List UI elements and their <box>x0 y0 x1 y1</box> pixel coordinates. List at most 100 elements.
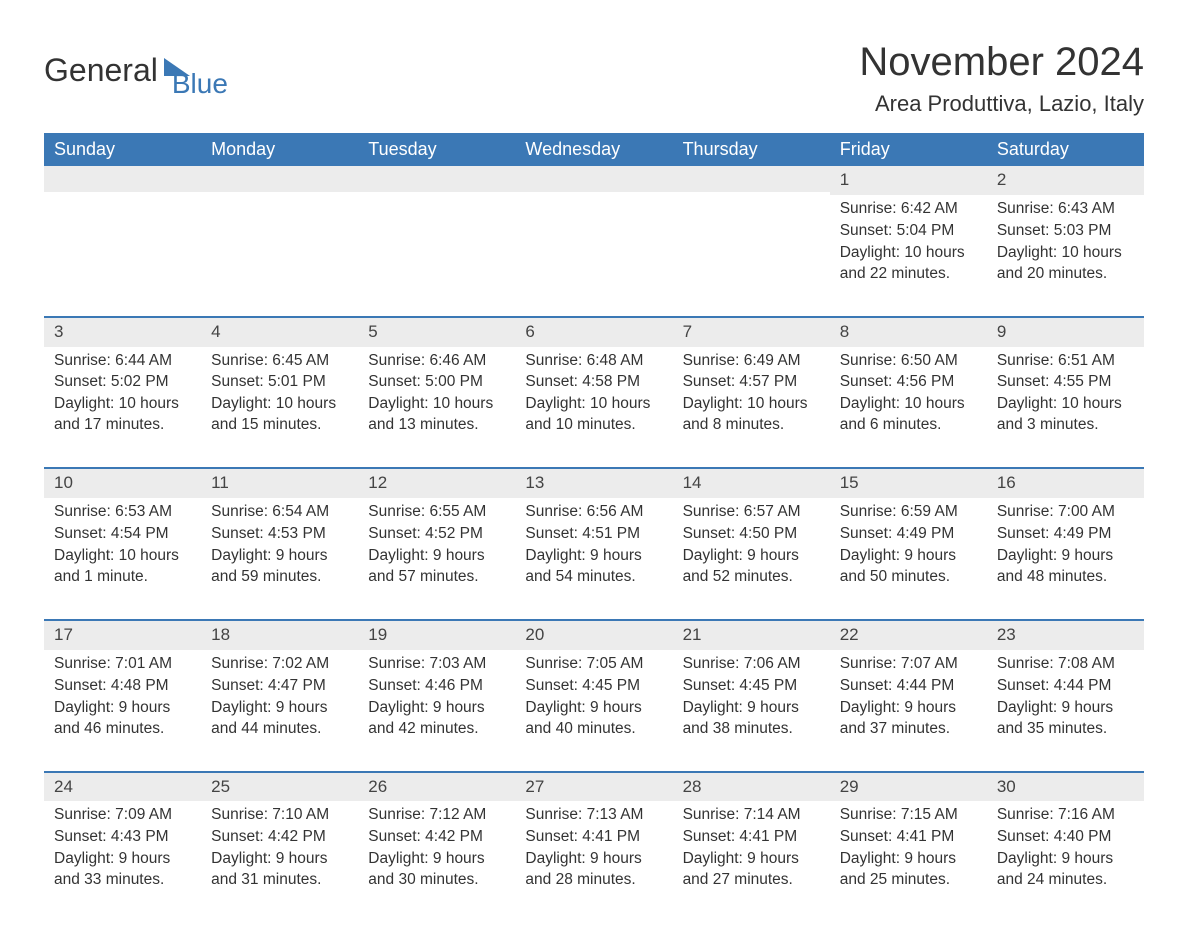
daylight-line: Daylight: 9 hours and 46 minutes. <box>54 698 191 740</box>
day-number: 4 <box>201 318 358 347</box>
day-cell: 13Sunrise: 6:56 AMSunset: 4:51 PMDayligh… <box>515 469 672 595</box>
day-number: 13 <box>515 469 672 498</box>
location-subtitle: Area Produttiva, Lazio, Italy <box>859 91 1144 117</box>
weeks-container: 1Sunrise: 6:42 AMSunset: 5:04 PMDaylight… <box>44 166 1144 898</box>
week-row: 17Sunrise: 7:01 AMSunset: 4:48 PMDayligh… <box>44 619 1144 747</box>
sunrise-line: Sunrise: 6:54 AM <box>211 502 348 523</box>
sunset-line: Sunset: 4:47 PM <box>211 676 348 697</box>
weekday-friday: Friday <box>830 133 987 166</box>
daylight-line: Daylight: 10 hours and 1 minute. <box>54 546 191 588</box>
day-cell: 30Sunrise: 7:16 AMSunset: 4:40 PMDayligh… <box>987 773 1144 899</box>
sunset-line: Sunset: 4:48 PM <box>54 676 191 697</box>
day-cell: 15Sunrise: 6:59 AMSunset: 4:49 PMDayligh… <box>830 469 987 595</box>
day-number: 6 <box>515 318 672 347</box>
day-cell: 21Sunrise: 7:06 AMSunset: 4:45 PMDayligh… <box>673 621 830 747</box>
day-cell: 6Sunrise: 6:48 AMSunset: 4:58 PMDaylight… <box>515 318 672 444</box>
day-number: 15 <box>830 469 987 498</box>
daylight-line: Daylight: 9 hours and 27 minutes. <box>683 849 820 891</box>
sunset-line: Sunset: 4:41 PM <box>525 827 662 848</box>
daylight-line: Daylight: 10 hours and 6 minutes. <box>840 394 977 436</box>
day-cell: 16 Sunrise: 7:00 AMSunset: 4:49 PMDayligh… <box>987 469 1144 595</box>
daylight-line: Daylight: 9 hours and 40 minutes. <box>525 698 662 740</box>
day-number <box>44 166 201 192</box>
daylight-line: Daylight: 9 hours and 35 minutes. <box>997 698 1134 740</box>
day-number: 20 <box>515 621 672 650</box>
sunset-line: Sunset: 4:45 PM <box>683 676 820 697</box>
logo-text-general: General <box>44 52 158 89</box>
sunset-line: Sunset: 4:41 PM <box>683 827 820 848</box>
sunset-line: Sunset: 4:57 PM <box>683 372 820 393</box>
day-cell <box>44 166 201 292</box>
daylight-line: Daylight: 9 hours and 42 minutes. <box>368 698 505 740</box>
sunrise-line: Sunrise: 6:50 AM <box>840 351 977 372</box>
daylight-line: Daylight: 10 hours and 8 minutes. <box>683 394 820 436</box>
sunset-line: Sunset: 4:46 PM <box>368 676 505 697</box>
day-cell: 24Sunrise: 7:09 AMSunset: 4:43 PMDayligh… <box>44 773 201 899</box>
day-cell: 2Sunrise: 6:43 AMSunset: 5:03 PMDaylight… <box>987 166 1144 292</box>
daylight-line: Daylight: 9 hours and 24 minutes. <box>997 849 1134 891</box>
day-cell: 10 Sunrise: 6:53 AMSunset: 4:54 PMDayligh… <box>44 469 201 595</box>
daylight-line: Daylight: 9 hours and 44 minutes. <box>211 698 348 740</box>
daylight-line: Daylight: 10 hours and 15 minutes. <box>211 394 348 436</box>
sunrise-line: Sunrise: 7:00 AM <box>997 502 1134 523</box>
day-cell <box>673 166 830 292</box>
weekday-saturday: Saturday <box>987 133 1144 166</box>
daylight-line: Daylight: 10 hours and 22 minutes. <box>840 243 977 285</box>
sunrise-line: Sunrise: 7:12 AM <box>368 805 505 826</box>
sunset-line: Sunset: 4:43 PM <box>54 827 191 848</box>
sunrise-line: Sunrise: 6:51 AM <box>997 351 1134 372</box>
sunset-line: Sunset: 5:04 PM <box>840 221 977 242</box>
daylight-line: Daylight: 9 hours and 33 minutes. <box>54 849 191 891</box>
day-number: 27 <box>515 773 672 802</box>
sunset-line: Sunset: 4:44 PM <box>840 676 977 697</box>
sunrise-line: Sunrise: 6:59 AM <box>840 502 977 523</box>
daylight-line: Daylight: 10 hours and 17 minutes. <box>54 394 191 436</box>
weekday-wednesday: Wednesday <box>515 133 672 166</box>
daylight-line: Daylight: 9 hours and 48 minutes. <box>997 546 1134 588</box>
day-cell: 3Sunrise: 6:44 AMSunset: 5:02 PMDaylight… <box>44 318 201 444</box>
day-number: 23 <box>987 621 1144 650</box>
sunset-line: Sunset: 5:01 PM <box>211 372 348 393</box>
daylight-line: Daylight: 9 hours and 25 minutes. <box>840 849 977 891</box>
week-row: 1Sunrise: 6:42 AMSunset: 5:04 PMDaylight… <box>44 166 1144 292</box>
daylight-line: Daylight: 9 hours and 57 minutes. <box>368 546 505 588</box>
sunrise-line: Sunrise: 6:44 AM <box>54 351 191 372</box>
weekday-header-row: Sunday Monday Tuesday Wednesday Thursday… <box>44 133 1144 166</box>
day-number: 16 <box>987 469 1144 498</box>
sunrise-line: Sunrise: 6:53 AM <box>54 502 191 523</box>
day-cell: 23Sunrise: 7:08 AMSunset: 4:44 PMDayligh… <box>987 621 1144 747</box>
sunset-line: Sunset: 5:02 PM <box>54 372 191 393</box>
day-cell: 4Sunrise: 6:45 AMSunset: 5:01 PMDaylight… <box>201 318 358 444</box>
day-number: 12 <box>358 469 515 498</box>
sunset-line: Sunset: 4:50 PM <box>683 524 820 545</box>
daylight-line: Daylight: 9 hours and 38 minutes. <box>683 698 820 740</box>
sunset-line: Sunset: 4:49 PM <box>997 524 1134 545</box>
day-number: 11 <box>201 469 358 498</box>
sunset-line: Sunset: 5:03 PM <box>997 221 1134 242</box>
day-number <box>673 166 830 192</box>
day-number: 26 <box>358 773 515 802</box>
sunset-line: Sunset: 4:58 PM <box>525 372 662 393</box>
sunset-line: Sunset: 4:44 PM <box>997 676 1134 697</box>
day-cell: 1Sunrise: 6:42 AMSunset: 5:04 PMDaylight… <box>830 166 987 292</box>
day-cell: 28Sunrise: 7:14 AMSunset: 4:41 PMDayligh… <box>673 773 830 899</box>
day-cell <box>201 166 358 292</box>
sunset-line: Sunset: 4:56 PM <box>840 372 977 393</box>
daylight-line: Daylight: 9 hours and 31 minutes. <box>211 849 348 891</box>
sunset-line: Sunset: 4:45 PM <box>525 676 662 697</box>
sunset-line: Sunset: 4:54 PM <box>54 524 191 545</box>
sunrise-line: Sunrise: 6:48 AM <box>525 351 662 372</box>
day-cell: 18Sunrise: 7:02 AMSunset: 4:47 PMDayligh… <box>201 621 358 747</box>
sunrise-line: Sunrise: 6:55 AM <box>368 502 505 523</box>
day-number: 9 <box>987 318 1144 347</box>
day-cell: 9Sunrise: 6:51 AMSunset: 4:55 PMDaylight… <box>987 318 1144 444</box>
day-number: 14 <box>673 469 830 498</box>
sunrise-line: Sunrise: 6:57 AM <box>683 502 820 523</box>
sunrise-line: Sunrise: 6:46 AM <box>368 351 505 372</box>
daylight-line: Daylight: 10 hours and 20 minutes. <box>997 243 1134 285</box>
calendar: Sunday Monday Tuesday Wednesday Thursday… <box>44 133 1144 898</box>
day-number: 10 <box>44 469 201 498</box>
sunset-line: Sunset: 4:51 PM <box>525 524 662 545</box>
day-number: 1 <box>830 166 987 195</box>
day-cell: 17Sunrise: 7:01 AMSunset: 4:48 PMDayligh… <box>44 621 201 747</box>
